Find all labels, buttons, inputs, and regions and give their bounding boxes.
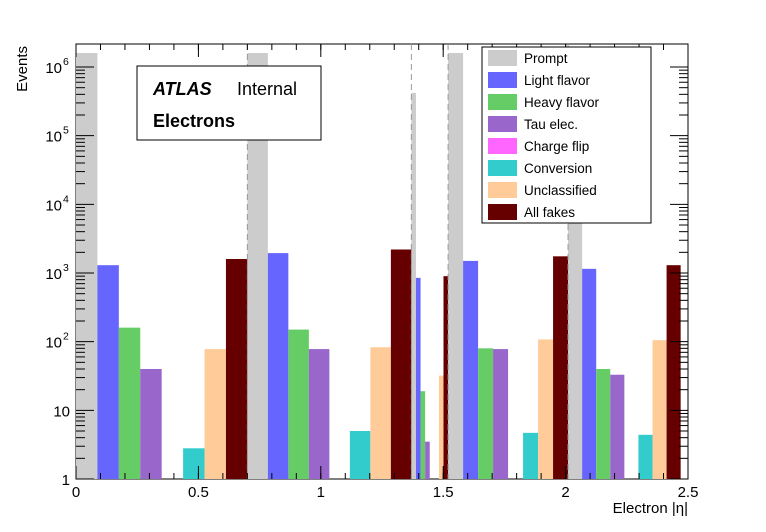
bar-all-fakes-bin1 xyxy=(225,258,248,479)
legend-label: Unclassified xyxy=(524,183,597,198)
y-tick-exponent: 3 xyxy=(63,262,69,274)
y-tick-label: 10 xyxy=(45,197,62,214)
bar-tau-elec--bin2 xyxy=(308,349,330,479)
y-axis-title: Events xyxy=(14,46,31,92)
bar-all-fakes-bin4 xyxy=(553,256,569,479)
x-axis-title: Electron |η| xyxy=(613,500,688,517)
legend-label: Prompt xyxy=(524,51,568,66)
bar-heavy-flavor-bin4 xyxy=(478,348,494,479)
y-tick-label: 10 xyxy=(45,129,62,146)
bar-tau-elec--bin1 xyxy=(140,368,162,479)
x-axis: 0 0.5 1 1.5 2 2.5 xyxy=(72,44,699,501)
legend-swatch xyxy=(488,160,517,176)
bar-prompt-bin1 xyxy=(76,53,98,479)
bar-conversion-bin4 xyxy=(523,432,539,479)
legend-label: Tau elec. xyxy=(524,117,578,132)
bar-unclassified-bin4 xyxy=(538,339,554,479)
bar-heavy-flavor-bin2 xyxy=(288,329,309,479)
y-tick-exponent: 5 xyxy=(63,125,69,137)
bar-prompt-bin3 xyxy=(411,92,416,479)
y-tick-label: 10 xyxy=(45,60,62,77)
bar-unclassified-bin5 xyxy=(652,340,667,479)
bar-light-flavor-bin1 xyxy=(97,265,119,479)
y-tick-label: 10 xyxy=(53,403,70,420)
electrons-label: Electrons xyxy=(153,111,235,131)
bar-all-fakes-bin3 xyxy=(443,276,449,479)
legend-swatch xyxy=(488,50,517,66)
bar-tau-elec--bin5 xyxy=(610,374,625,479)
bar-light-flavor-bin3 xyxy=(415,277,421,479)
bar-tau-elec--bin3 xyxy=(425,441,430,479)
internal-label: Internal xyxy=(237,79,297,99)
y-tick-label: 1 xyxy=(62,472,70,489)
bar-light-flavor-bin4 xyxy=(463,260,479,479)
legend-swatch xyxy=(488,116,517,132)
x-tick-label: 0.5 xyxy=(188,484,209,501)
bar-prompt-bin4 xyxy=(448,53,464,479)
bar-unclassified-bin1 xyxy=(204,349,226,479)
bar-light-flavor-bin5 xyxy=(582,268,597,479)
legend-label: Light flavor xyxy=(524,73,591,88)
legend: Prompt Light flavor Heavy flavor Tau elec. C… xyxy=(481,46,652,224)
legend-label: Conversion xyxy=(524,161,592,176)
bar-conversion-bin5 xyxy=(638,434,653,479)
bar-unclassified-bin3 xyxy=(438,375,444,479)
bar-conversion-bin2 xyxy=(349,431,371,479)
bar-heavy-flavor-bin5 xyxy=(596,368,611,479)
bar-conversion-bin1 xyxy=(183,448,205,479)
x-tick-label: 0 xyxy=(72,484,80,501)
y-tick-exponent: 6 xyxy=(63,56,69,68)
bar-prompt-bin2 xyxy=(247,53,268,479)
x-tick-label: 2 xyxy=(561,484,569,501)
y-tick-label: 10 xyxy=(45,266,62,283)
bar-all-fakes-bin2 xyxy=(390,249,412,479)
bar-tau-elec--bin4 xyxy=(493,349,509,479)
legend-swatch xyxy=(488,182,517,198)
bar-heavy-flavor-bin3 xyxy=(420,391,426,479)
atlas-label-box: ATLAS Internal Electrons xyxy=(136,65,322,141)
legend-swatch xyxy=(488,94,517,110)
bar-heavy-flavor-bin1 xyxy=(118,327,141,479)
bar-unclassified-bin2 xyxy=(370,347,391,479)
legend-label: All fakes xyxy=(524,205,575,220)
legend-label: Charge flip xyxy=(524,139,589,154)
legend-swatch xyxy=(488,138,517,154)
y-tick-exponent: 2 xyxy=(63,331,69,343)
x-tick-label: 2.5 xyxy=(678,484,699,501)
x-tick-label: 1.5 xyxy=(433,484,454,501)
atlas-label: ATLAS xyxy=(152,79,212,99)
bar-all-fakes-bin5 xyxy=(666,265,681,479)
legend-label: Heavy flavor xyxy=(524,95,600,110)
x-tick-label: 1 xyxy=(317,484,325,501)
legend-swatch xyxy=(488,72,517,88)
y-tick-label: 10 xyxy=(45,335,62,352)
bar-light-flavor-bin2 xyxy=(267,253,289,479)
legend-swatch xyxy=(488,204,517,220)
y-tick-exponent: 4 xyxy=(63,193,69,205)
